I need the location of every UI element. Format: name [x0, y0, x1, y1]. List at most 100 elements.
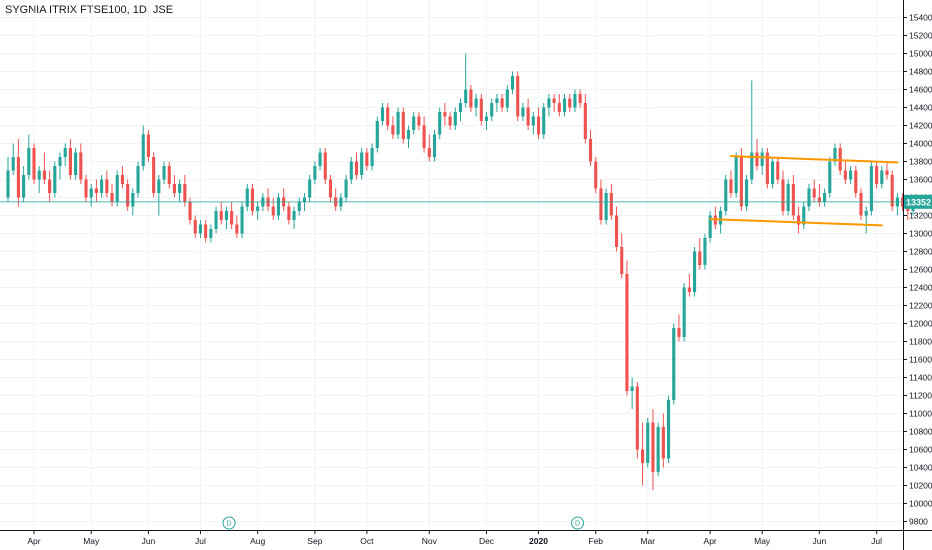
- candle: [828, 157, 832, 198]
- candle: [209, 224, 213, 243]
- candle: [432, 130, 437, 162]
- candle-body: [302, 197, 307, 202]
- candle-body: [526, 107, 530, 126]
- candle-body: [734, 157, 738, 193]
- candle: [105, 170, 109, 198]
- candle-body: [292, 211, 296, 220]
- candle-body: [318, 152, 322, 166]
- candle-body: [885, 170, 889, 175]
- candle-body: [438, 112, 442, 135]
- dividend-marker-icon[interactable]: D: [571, 516, 585, 530]
- candle-body: [490, 103, 494, 117]
- x-tick-label: May: [83, 536, 100, 546]
- x-tick-label: Oct: [360, 536, 374, 546]
- candle: [380, 103, 385, 126]
- candle: [328, 175, 333, 202]
- candle-body: [521, 107, 525, 117]
- candle: [84, 175, 88, 202]
- candle: [625, 260, 629, 396]
- candle-body: [547, 98, 551, 108]
- candle: [313, 161, 317, 184]
- candle: [292, 206, 296, 229]
- candle-body: [484, 116, 489, 121]
- candle: [880, 166, 884, 189]
- candle-body: [672, 328, 676, 400]
- candle-body: [328, 179, 333, 198]
- candle: [443, 103, 447, 126]
- candle: [271, 197, 275, 220]
- candle: [464, 53, 468, 108]
- candle: [687, 274, 691, 297]
- dividend-marker-icon[interactable]: D: [222, 516, 236, 530]
- candle-body: [505, 89, 509, 108]
- candle: [640, 422, 645, 486]
- candle: [692, 247, 697, 297]
- candle-body: [105, 179, 109, 193]
- candle: [458, 98, 463, 121]
- candle-body: [843, 170, 847, 180]
- y-tick-label: 11000: [909, 409, 932, 419]
- candle: [266, 188, 270, 211]
- candle-body: [178, 184, 182, 193]
- candle: [219, 202, 223, 225]
- x-tick-label: Apr: [704, 536, 717, 546]
- y-tick-label: 12800: [909, 247, 932, 257]
- candle: [396, 107, 400, 139]
- candle-body: [656, 427, 660, 472]
- candle: [427, 134, 431, 162]
- candle: [682, 283, 686, 342]
- candle: [27, 134, 31, 180]
- candle-body: [625, 274, 629, 391]
- candle: [562, 94, 567, 117]
- candle-body: [230, 211, 234, 225]
- candle: [786, 179, 790, 216]
- x-tick-label: Sep: [307, 536, 322, 546]
- candle: [323, 148, 327, 184]
- candle-body: [141, 134, 145, 166]
- candle: [531, 112, 535, 135]
- chart-title: SYGNIA ITRIX FTSE100, 1D, JSE: [5, 4, 174, 16]
- candle-body: [193, 220, 197, 234]
- candle-body: [68, 148, 72, 175]
- candle-body: [791, 184, 795, 216]
- candle: [22, 166, 26, 202]
- candle: [745, 175, 749, 211]
- candle: [755, 139, 759, 171]
- x-tick-label: Jul: [195, 536, 206, 546]
- trendlines[interactable]: [709, 155, 899, 227]
- candle-body: [750, 152, 754, 180]
- candle: [771, 157, 775, 189]
- candle: [230, 202, 234, 229]
- candle-body: [391, 125, 395, 135]
- x-tick-label: Apr: [27, 536, 40, 546]
- candle-body: [157, 179, 161, 193]
- y-tick-label: 14000: [909, 139, 932, 149]
- candle: [74, 148, 78, 180]
- candle-body: [458, 103, 463, 112]
- candle-body: [469, 89, 473, 108]
- candle-body: [464, 89, 468, 103]
- candle-body: [136, 166, 140, 193]
- y-tick-label: 11600: [909, 355, 932, 365]
- candle: [354, 152, 359, 180]
- candle-body: [760, 152, 764, 166]
- candle: [412, 112, 416, 135]
- candle: [661, 413, 665, 468]
- candle: [536, 107, 541, 139]
- candle-body: [620, 247, 624, 274]
- candle: [547, 94, 551, 117]
- candle-body: [250, 188, 255, 211]
- candle: [152, 152, 156, 198]
- candle-body: [849, 170, 853, 180]
- candle: [308, 175, 312, 202]
- candle: [869, 161, 873, 216]
- x-tick-label: 2020: [529, 536, 548, 546]
- candle: [552, 94, 556, 112]
- candle-body: [48, 179, 52, 193]
- candle: [344, 175, 348, 202]
- candle: [646, 418, 650, 468]
- candle-body: [256, 206, 260, 211]
- candle: [448, 112, 452, 130]
